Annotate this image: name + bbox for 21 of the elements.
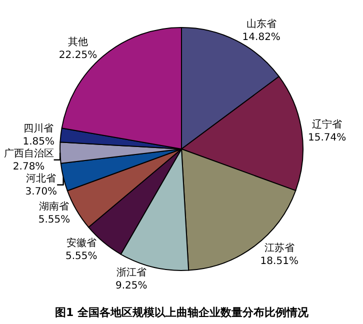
data-label: 3.70% [25,186,58,198]
data-label: 1.85% [22,136,55,148]
slice-label: 山东省 [246,18,276,30]
data-label: 2.78% [12,161,45,172]
data-label: 18.51% [260,256,298,267]
slice-label: 安徽省 [66,237,96,249]
data-label: 5.55% [65,251,98,262]
slice-label: 其他 [68,36,88,48]
data-label: 22.25% [58,50,98,62]
slice-label: 浙江省 [116,266,146,279]
slice-label: 湖南省 [39,200,70,213]
data-label: 15.74% [308,132,346,144]
slice-label: 四川省 [24,122,54,134]
data-label: 14.82% [242,32,280,43]
text: 图1 全国各地区规模以上曲轴企业数量分布比例情况 [55,306,310,319]
slice-label: 河北省 [26,172,56,184]
data-label: 9.25% [116,280,148,292]
slice-label: 广西自治区 [4,147,54,160]
slice-label: 辽宁省 [312,118,342,131]
slice-label: 江苏省 [264,242,294,254]
data-label: 5.55% [38,214,70,226]
